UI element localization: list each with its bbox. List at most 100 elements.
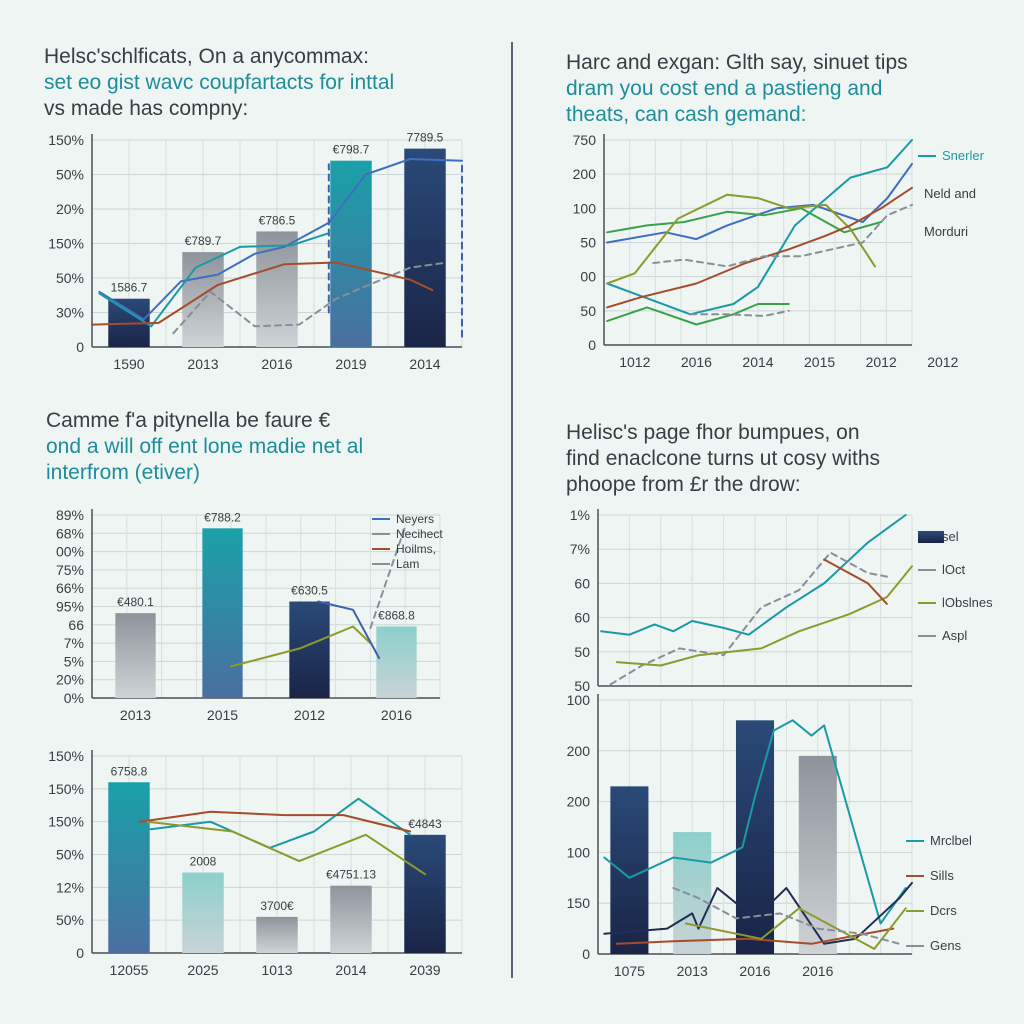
chart-5-bottom-legend-label: Gens (930, 938, 962, 953)
chart-3-y-tick-label: 20% (56, 672, 84, 688)
chart-1-x-tick-label: 1590 (113, 356, 144, 372)
chart-5-bottom-legend-label: Dcrs (930, 903, 957, 918)
chart-2-x-tick-label: 2015 (804, 354, 835, 370)
chart-2-y-tick-label: 200 (573, 166, 597, 182)
chart-3-y-tick-label: 0% (64, 690, 84, 706)
chart-3-bar (202, 528, 243, 698)
chart-3-bar-value-label: €630.5 (291, 584, 328, 598)
chart-5-title-line-3: phoope from £r the drow: (566, 473, 801, 496)
chart-5-bottom-bar (610, 786, 649, 954)
chart-3-title-line-3: interfrom (etiver) (46, 461, 201, 484)
chart-3-series-line (230, 625, 372, 668)
chart-5-title-line-1: Helisc's page fhor bumpues, on (566, 421, 860, 444)
chart-1-y-tick-label: 150% (48, 132, 84, 148)
chart-5-bottom-series-line (615, 927, 895, 945)
chart-1-x-tick-label: 2019 (335, 356, 366, 372)
chart-1-y-tick-label: 30% (56, 305, 84, 321)
chart-5-bottom-series-line (603, 719, 907, 925)
chart-2-y-tick-label: 00 (580, 269, 596, 285)
chart-5-top-legend-label: lObslnes (942, 595, 993, 610)
chart-1-title: Helsc'schlficats, On a anycommax: set eo… (44, 44, 394, 122)
chart-5-bottom-series-line (672, 887, 901, 945)
chart-5-top-y-tick-label: 50 (574, 644, 590, 660)
chart-2-legend-label: Morduri (924, 224, 968, 239)
chart-4-x-tick-label: 2025 (187, 962, 218, 978)
chart-2-title-line-3: theats, can cash gemand: (566, 103, 807, 126)
chart-3-y-tick-label: 00% (56, 544, 84, 560)
chart-5-top-series-line (609, 551, 888, 686)
chart-4-y-tick-label: 150% (48, 781, 84, 797)
chart-1-bar-value-label: 1586.7 (111, 281, 148, 295)
chart-2-series-line (689, 309, 790, 317)
chart-5-bottom-legend-label: Mrclbel (930, 833, 972, 848)
chart-2-legend-label: Snerler (942, 148, 985, 163)
chart-1-title-line-3: vs made has compny: (44, 97, 249, 120)
chart-4-bar-value-label: 3700€ (260, 899, 294, 913)
chart-1-x-tick-label: 2013 (187, 356, 218, 372)
chart-5-bottom-legend-label: Sills (930, 868, 954, 883)
chart-5-bottom-y-tick-label: 200 (567, 743, 591, 759)
chart-4-bar (182, 872, 224, 953)
chart-4-bar (404, 834, 446, 953)
chart-5-top-y-tick-label: 50 (574, 678, 590, 694)
chart-3-x-tick-label: 2016 (381, 707, 412, 723)
chart-3-legend-label: Lam (396, 557, 419, 571)
chart-5-bottom-y-tick-label: 100 (567, 692, 591, 708)
chart-3-y-tick-label: 75% (56, 562, 84, 578)
chart-3-title-line-2: ond a will off ent lone madie net al (46, 435, 364, 458)
chart-1-title-line-2: set eo gist wavc coupfartacts for inttal (44, 71, 395, 94)
chart-1-bar-value-label: 7789.5 (407, 131, 444, 145)
chart-3-title: Camme f'a pitynella be faure € ond a wil… (46, 408, 363, 486)
chart-4-x-tick-label: 12055 (110, 962, 149, 978)
chart-3-bar-value-label: €480.1 (117, 595, 154, 609)
chart-3-y-tick-label: 66% (56, 580, 84, 596)
chart-4-y-tick-label: 50% (56, 912, 84, 928)
chart-1-bar (256, 231, 298, 347)
chart-5-top-legend-label: lOct (942, 562, 966, 577)
chart-4-series-line (146, 820, 426, 876)
chart-4-bar-value-label: 2008 (190, 855, 217, 869)
chart-5-bottom-bar (798, 755, 837, 954)
chart-3-x-tick-label: 2015 (207, 707, 238, 723)
chart-5-title-line-2: find enaclcone turns ut cosy withs (566, 447, 880, 470)
chart-1-y-tick-label: 50% (56, 167, 84, 183)
chart-3-y-tick-label: 95% (56, 599, 84, 615)
chart-2-title-line-2: dram you cost end a pastieng and (566, 77, 883, 100)
chart-3-bar-value-label: €788.2 (204, 510, 241, 524)
chart-3-x-tick-label: 2013 (120, 707, 151, 723)
chart-3-y-tick-label: 5% (64, 653, 84, 669)
chart-4-x-tick-label: 1013 (261, 962, 292, 978)
chart-4-y-tick-label: 12% (56, 879, 84, 895)
chart-3-y-tick-label: 68% (56, 525, 84, 541)
chart-2-series-line (606, 186, 913, 309)
chart-4-x-tick-label: 2039 (409, 962, 440, 978)
chart-4-series-line (139, 810, 412, 833)
chart-2-x-tick-label: 2014 (742, 354, 773, 370)
chart-5-bottom-series-line (603, 881, 913, 945)
chart-5-title: Helisc's page fhor bumpues, on find enac… (566, 420, 880, 498)
chart-1-series-line (91, 261, 434, 326)
chart-3-legend-label: Hoilms, (396, 542, 436, 556)
chart-5-bottom-series-line (684, 907, 907, 950)
chart-5-top-y-tick-label: 7% (570, 541, 590, 557)
chart-2-title: Harc and exgan: Glth say, sinuet tips dr… (566, 50, 908, 128)
chart-2-x-tick-label: 2016 (681, 354, 712, 370)
chart-5-bottom-x-tick-label: 2016 (802, 963, 833, 979)
chart-4-bar (108, 782, 150, 953)
chart-3-y-tick-label: 89% (56, 507, 84, 523)
chart-3-legend-label: Neyers (396, 512, 434, 526)
chart-2-y-tick-label: 100 (573, 200, 597, 216)
chart-2-y-tick-label: 750 (573, 132, 597, 148)
chart-2-series-line (606, 162, 913, 244)
chart-4-bar-value-label: €4751.13 (326, 868, 376, 882)
chart-1-y-tick-label: 150% (48, 236, 84, 252)
chart-3-y-tick-label: 7% (64, 635, 84, 651)
chart-3-series-line (369, 525, 407, 630)
chart-2-series-line (606, 193, 876, 285)
chart-4-bar (330, 885, 372, 953)
chart-5-top-legend-label: Aspl (942, 628, 967, 643)
